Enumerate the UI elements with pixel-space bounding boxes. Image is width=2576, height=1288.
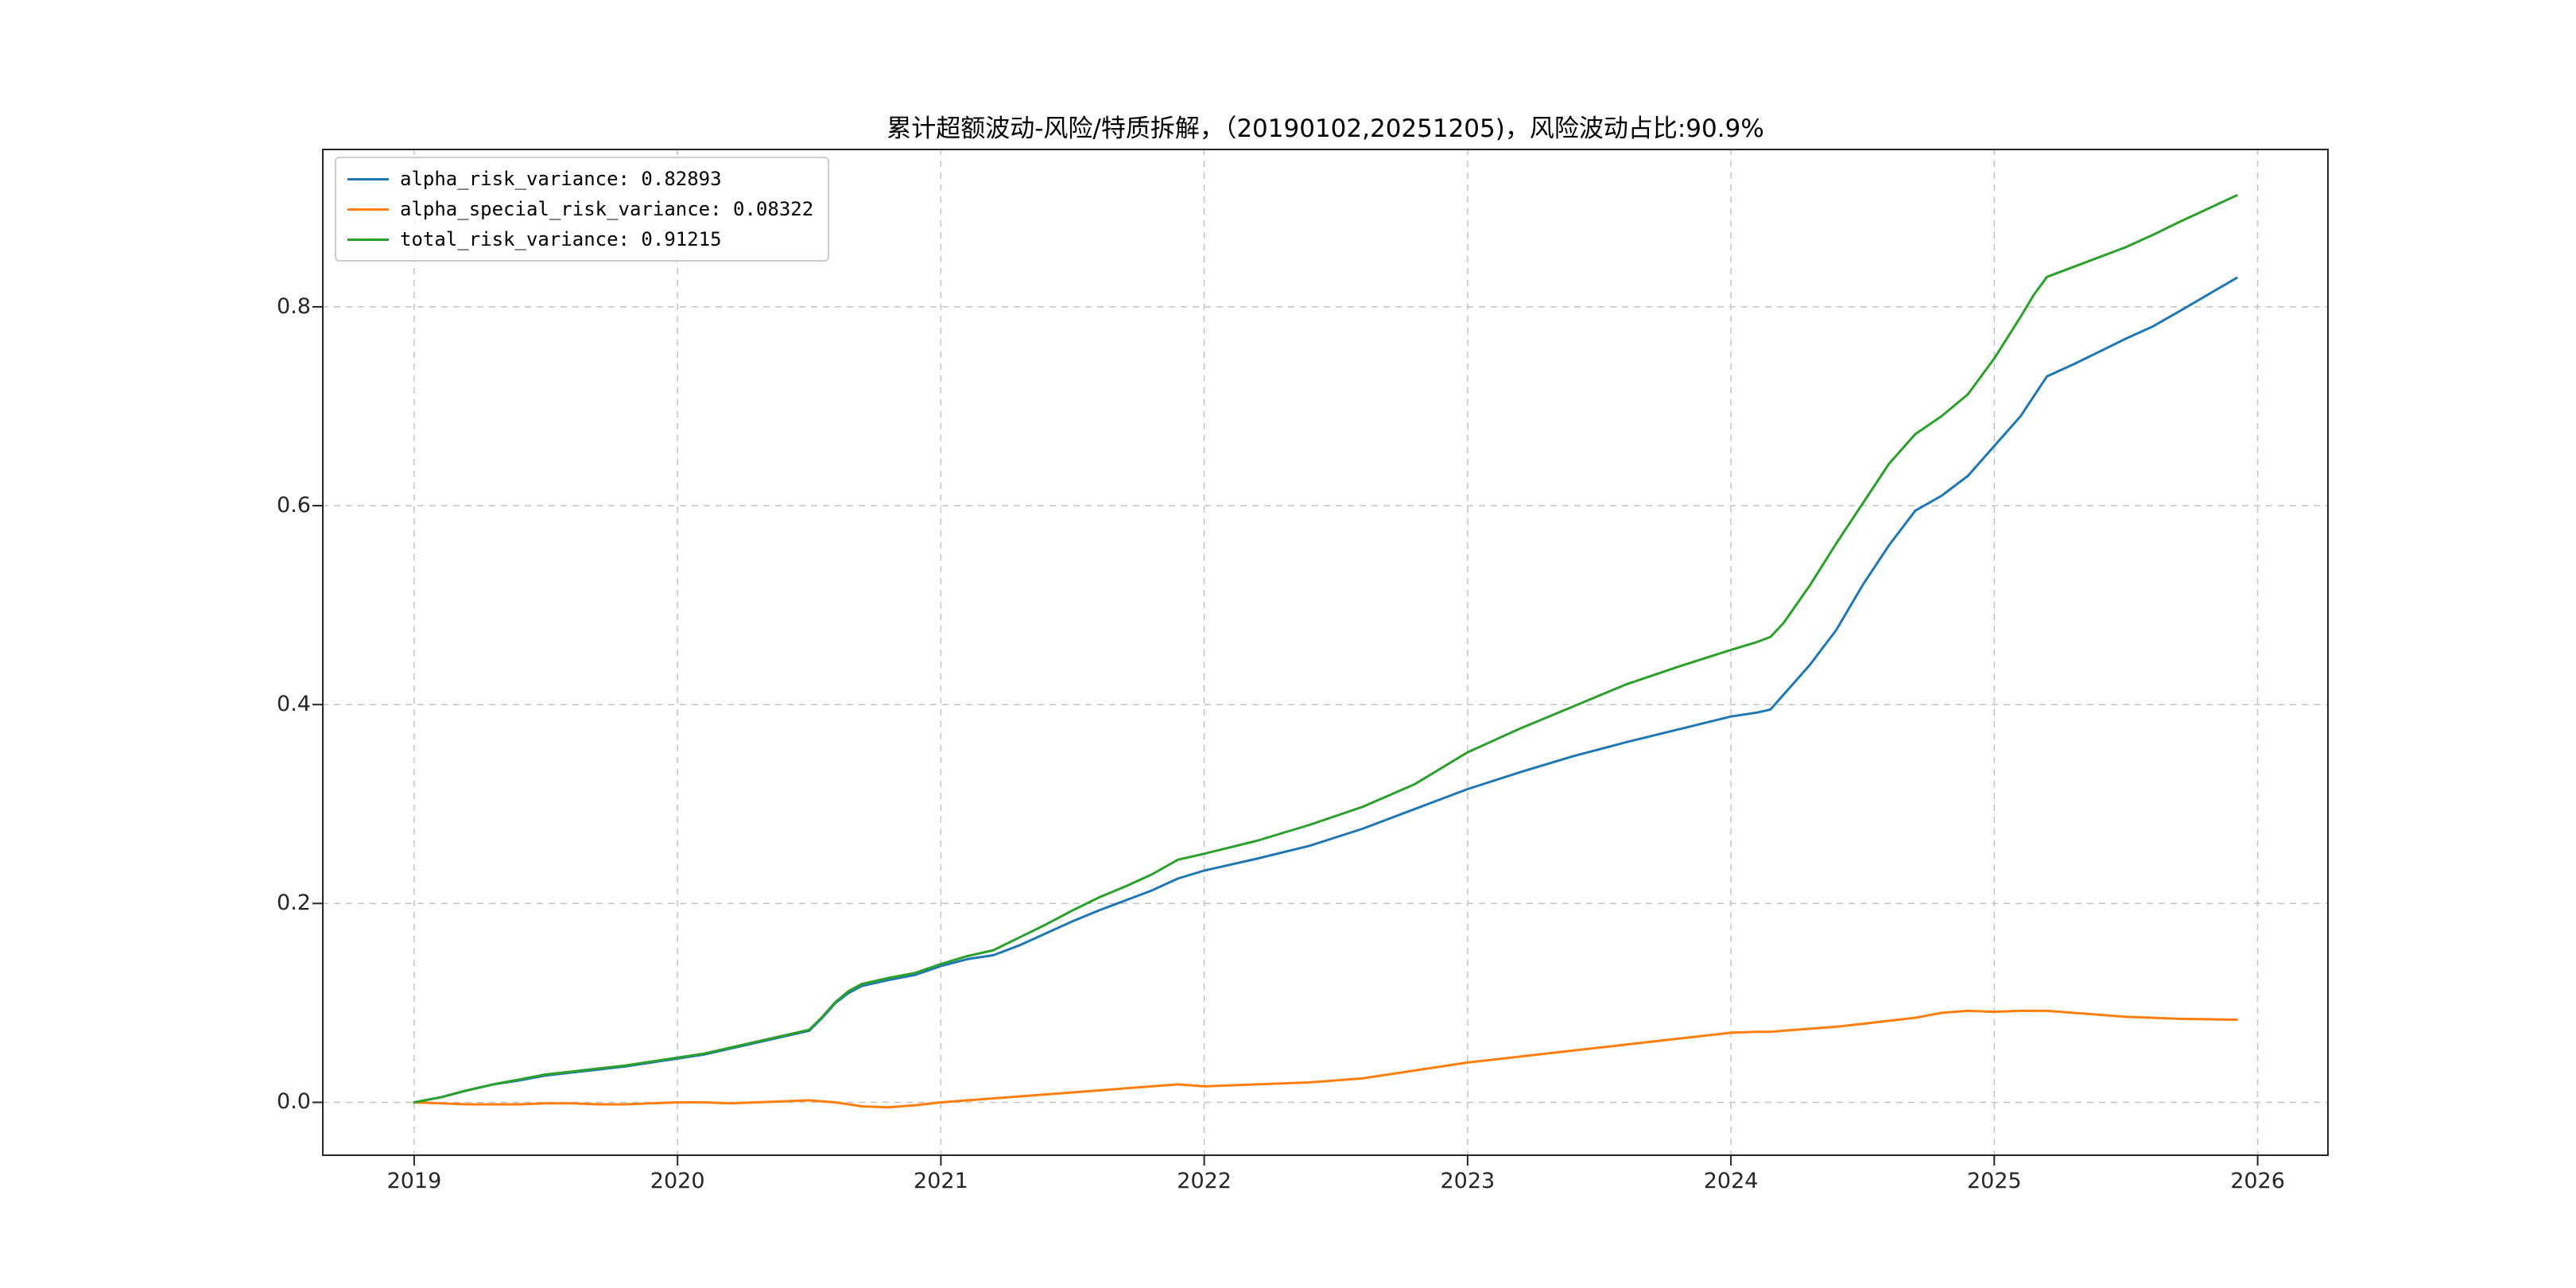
legend-entry-alpha-special-risk-variance: alpha_special_risk_variance: 0.08322 [347,198,813,220]
chart-title: 累计超额波动-风险/特质拆解，（20190102,20251205)，风险波动占… [886,114,1764,143]
x-tick-label: 2023 [1440,1169,1496,1193]
x-tick-label: 2020 [650,1169,705,1193]
plot-area: alpha_risk_variance: 0.82893 alpha_speci… [312,149,2329,1166]
legend-label: total_risk_variance: 0.91215 [400,228,722,250]
x-tick-label: 2024 [1703,1169,1759,1193]
legend-entry-alpha-risk-variance: alpha_risk_variance: 0.82893 [347,168,813,190]
y-tick-label: 0.4 [277,692,311,717]
x-tick-label: 2019 [386,1169,442,1193]
x-tick-label: 2022 [1177,1169,1232,1193]
plot-canvas [312,149,2329,1166]
legend-line-swatch-blue [347,177,389,180]
legend: alpha_risk_variance: 0.82893 alpha_speci… [335,157,830,262]
x-tick-label: 2021 [914,1169,968,1193]
x-tick-label: 2026 [2230,1169,2285,1193]
legend-entry-total-risk-variance: total_risk_variance: 0.91215 [347,228,813,250]
y-tick-label: 0.0 [277,1089,311,1115]
legend-label: alpha_risk_variance: 0.82893 [400,168,722,190]
y-tick-label: 0.2 [277,890,311,916]
y-tick-label: 0.8 [277,293,311,319]
legend-line-swatch-orange [347,208,389,211]
legend-label: alpha_special_risk_variance: 0.08322 [400,198,814,220]
x-tick-label: 2025 [1966,1169,2022,1193]
y-tick-label: 0.6 [277,493,311,518]
legend-line-swatch-green [347,238,389,241]
